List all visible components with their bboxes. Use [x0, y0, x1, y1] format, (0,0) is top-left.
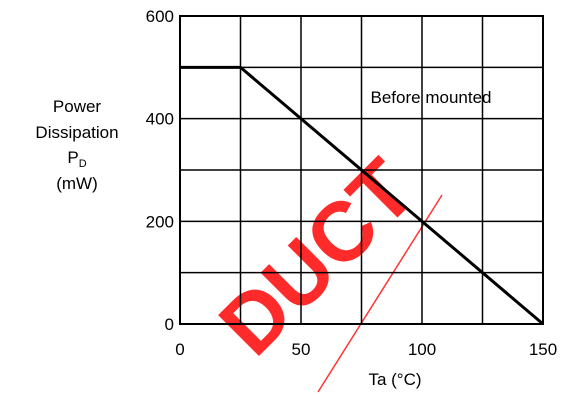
plot-frame: [179, 15, 544, 325]
y-tick-label: 400: [146, 110, 174, 129]
x-tick-label: 50: [292, 340, 311, 359]
y-axis-label-symbol-subscript: D: [79, 158, 87, 170]
x-tick-labels: 0 50 100 150: [175, 340, 557, 359]
watermark: DUCT: [201, 141, 443, 393]
y-tick-label: 0: [165, 315, 174, 334]
y-axis-label-symbol-main: P: [67, 148, 78, 167]
x-tick-label: 150: [529, 340, 557, 359]
annotation-before-mounted: Before mounted: [371, 88, 492, 107]
y-tick-labels: 0 200 400 600: [146, 7, 174, 334]
y-axis-label-symbol: PD: [67, 148, 86, 170]
x-axis-label: Ta (°C): [368, 370, 421, 389]
x-tick-label: 100: [408, 340, 436, 359]
y-tick-label: 600: [146, 7, 174, 26]
y-axis-label-line-2: Dissipation: [35, 123, 118, 142]
series-line-power-derating: [180, 65, 544, 326]
y-axis-label-line-1: Power: [53, 97, 102, 116]
watermark-text: DUCT: [201, 141, 432, 372]
x-tick-label: 0: [175, 340, 184, 359]
y-axis-label-unit: (mW): [56, 174, 98, 193]
y-tick-label: 200: [146, 212, 174, 231]
series-layer: [180, 65, 544, 326]
y-axis-label: Power Dissipation PD (mW): [35, 97, 118, 193]
